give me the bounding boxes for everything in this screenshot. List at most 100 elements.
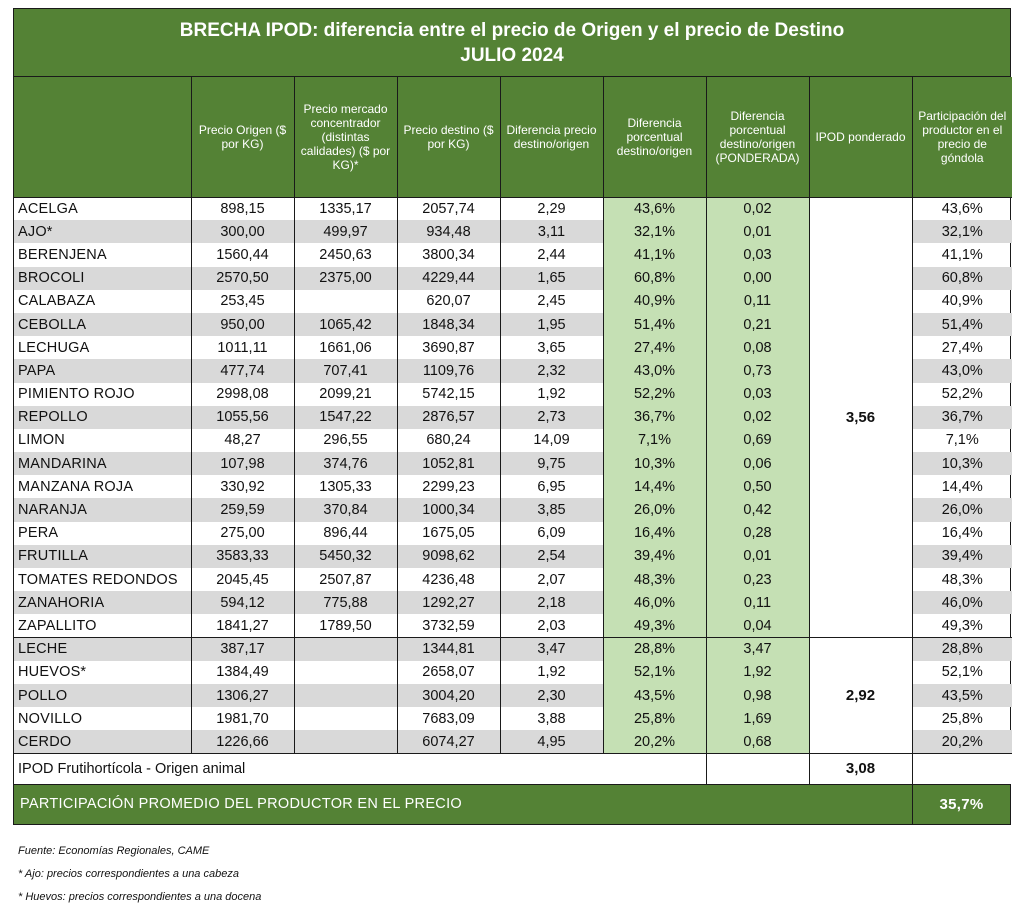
cell-destination-price: 1109,76	[396, 359, 501, 383]
col-header-weighted-difference: Diferencia porcentual destino/origen (PO…	[705, 77, 810, 198]
cell-percent-difference: 28,8%	[602, 637, 707, 661]
cell-producer-share: 49,3%	[911, 614, 1012, 638]
cell-origin-price: 275,00	[190, 521, 295, 545]
table-row: MANDARINA 107,98 374,76 1052,81 9,75 10,3% 0,0…	[14, 452, 1012, 476]
cell-product-name: REPOLLO	[14, 405, 192, 429]
cell-destination-price: 1052,81	[396, 452, 501, 476]
cell-destination-price: 2876,57	[396, 405, 501, 429]
cell-destination-price: 3004,20	[396, 683, 501, 708]
cell-weighted-difference: 0,73	[705, 359, 810, 383]
cell-destination-price: 680,24	[396, 428, 501, 453]
cell-destination-price: 1000,34	[396, 498, 501, 522]
cell-product-name: HUEVOS*	[14, 660, 192, 684]
cell-market-price: 1335,17	[293, 197, 398, 221]
cell-price-difference: 3,11	[499, 220, 604, 244]
cell-price-difference: 14,09	[499, 428, 604, 453]
cell-producer-share: 39,4%	[911, 544, 1012, 568]
cell-percent-difference: 27,4%	[602, 336, 707, 360]
cell-destination-price: 4236,48	[396, 568, 501, 592]
cell-origin-price: 1055,56	[190, 405, 295, 429]
cell-market-price: 499,97	[293, 220, 398, 244]
cell-product-name: ACELGA	[14, 197, 192, 221]
table-row: ACELGA 898,15 1335,17 2057,74 2,29 43,6% 0,02 3…	[14, 197, 1012, 638]
cell-destination-price: 1344,81	[396, 637, 501, 661]
cell-producer-share: 46,0%	[911, 591, 1012, 615]
cell-weighted-difference: 0,00	[705, 266, 810, 290]
cell-producer-share: 26,0%	[911, 498, 1012, 522]
cell-product-name: MANDARINA	[14, 452, 192, 476]
col-header-price-difference: Diferencia precio destino/origen	[499, 77, 604, 198]
cell-producer-share: 52,1%	[911, 660, 1012, 684]
cell-percent-difference: 52,1%	[602, 660, 707, 684]
cell-destination-price: 3690,87	[396, 336, 501, 360]
cell-market-price	[293, 660, 398, 684]
cell-percent-difference: 10,3%	[602, 452, 707, 476]
cell-destination-price: 4229,44	[396, 266, 501, 290]
cell-weighted-difference: 0,04	[705, 614, 810, 638]
cell-origin-price: 1226,66	[190, 730, 295, 754]
summary-empty-cell	[911, 753, 1012, 784]
cell-percent-difference: 48,3%	[602, 568, 707, 592]
cell-producer-share: 40,9%	[911, 289, 1012, 313]
table-header-row: Precio Origen ($ por KG) Precio mercado …	[14, 77, 1012, 198]
cell-origin-price: 387,17	[190, 637, 295, 661]
cell-product-name: LECHUGA	[14, 336, 192, 360]
table-row: FRUTILLA 3583,33 5450,32 9098,62 2,54 39,4% 0,…	[14, 544, 1012, 568]
cell-market-price	[293, 637, 398, 661]
table-row: BROCOLI 2570,50 2375,00 4229,44 1,65 60,8% 0,0…	[14, 266, 1012, 290]
cell-destination-price: 1675,05	[396, 521, 501, 545]
cell-product-name: LIMON	[14, 428, 192, 453]
cell-weighted-difference: 0,06	[705, 452, 810, 476]
cell-producer-share: 16,4%	[911, 521, 1012, 545]
cell-producer-share: 20,2%	[911, 730, 1012, 754]
cell-price-difference: 2,44	[499, 243, 604, 267]
cell-product-name: BROCOLI	[14, 266, 192, 290]
cell-market-price: 5450,32	[293, 544, 398, 568]
table-row: ZAPALLITO 1841,27 1789,50 3732,59 2,03 49,3% 0…	[14, 614, 1012, 638]
cell-destination-price: 3732,59	[396, 614, 501, 638]
cell-producer-share: 27,4%	[911, 336, 1012, 360]
cell-origin-price: 330,92	[190, 475, 295, 499]
col-header-market-price: Precio mercado concentrador (distintas c…	[293, 77, 398, 198]
cell-product-name: NOVILLO	[14, 707, 192, 731]
cell-destination-price: 1848,34	[396, 312, 501, 337]
cell-market-price: 775,88	[293, 591, 398, 615]
cell-weighted-difference: 0,03	[705, 382, 810, 406]
cell-price-difference: 2,18	[499, 591, 604, 615]
cell-market-price: 1065,42	[293, 312, 398, 337]
cell-percent-difference: 46,0%	[602, 591, 707, 615]
cell-market-price	[293, 730, 398, 754]
cell-market-price	[293, 289, 398, 313]
footnote-source: Fuente: Economías Regionales, CAME	[18, 845, 210, 857]
cell-percent-difference: 41,1%	[602, 243, 707, 267]
cell-product-name: LECHE	[14, 637, 192, 661]
col-header-destination-price: Precio destino ($ por KG)	[396, 77, 501, 198]
cell-percent-difference: 43,5%	[602, 683, 707, 708]
cell-producer-share: 48,3%	[911, 568, 1012, 592]
cell-destination-price: 9098,62	[396, 544, 501, 568]
cell-market-price: 370,84	[293, 498, 398, 522]
cell-producer-share: 36,7%	[911, 405, 1012, 429]
report-title: BRECHA IPOD: diferencia entre el precio …	[14, 9, 1010, 77]
cell-market-price: 1547,22	[293, 405, 398, 429]
cell-market-price: 1789,50	[293, 614, 398, 638]
cell-price-difference: 6,09	[499, 521, 604, 545]
cell-producer-share: 43,5%	[911, 683, 1012, 708]
cell-price-difference: 1,92	[499, 382, 604, 406]
cell-origin-price: 107,98	[190, 452, 295, 476]
cell-producer-share: 51,4%	[911, 312, 1012, 337]
col-header-origin-price: Precio Origen ($ por KG)	[190, 77, 295, 198]
cell-producer-share: 41,1%	[911, 243, 1012, 267]
cell-price-difference: 2,30	[499, 683, 604, 708]
footnote-huevos: * Huevos: precios correspondientes a una…	[18, 891, 262, 903]
table-row: LIMON 48,27 296,55 680,24 14,09 7,1% 0,69 7,1%	[14, 428, 1012, 453]
table-row: LECHE 387,17 1344,81 3,47 28,8% 3,47 2,92 28,8%	[14, 637, 1012, 754]
summary-ipod-value: 3,08	[808, 753, 913, 784]
cell-price-difference: 2,32	[499, 359, 604, 383]
cell-product-name: ZANAHORIA	[14, 591, 192, 615]
table-row: HUEVOS* 1384,49 2658,07 1,92 52,1% 1,92 52,1%	[14, 660, 1012, 684]
cell-origin-price: 594,12	[190, 591, 295, 615]
cell-destination-price: 3800,34	[396, 243, 501, 267]
cell-price-difference: 2,07	[499, 568, 604, 592]
ipod-report: BRECHA IPOD: diferencia entre el precio …	[13, 8, 1012, 825]
